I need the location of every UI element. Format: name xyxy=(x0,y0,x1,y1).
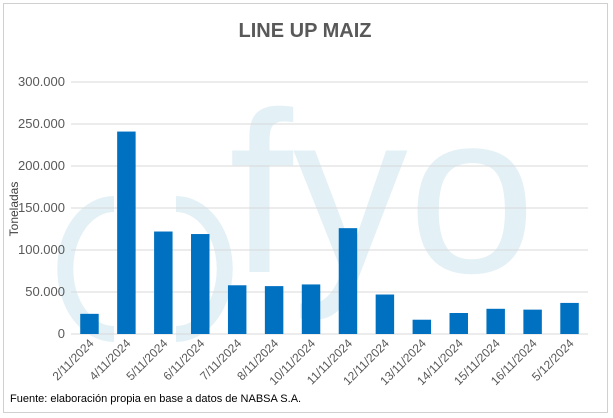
chart-title: LINE UP MAIZ xyxy=(239,20,372,42)
bar xyxy=(227,285,247,334)
bar-chart: fyo LINE UP MAIZ 0 50.000 100.000 150.000 20… xyxy=(7,20,588,405)
watermark-text: fyo xyxy=(229,64,536,321)
y-tick-label: 100.000 xyxy=(18,242,65,257)
y-axis-ticks: 0 50.000 100.000 150.000 200.000 250.000 300.0… xyxy=(18,74,65,341)
bar xyxy=(523,309,542,334)
bar xyxy=(191,234,210,334)
bar xyxy=(154,231,173,334)
source-note: Fuente: elaboración propia en base a dat… xyxy=(10,393,301,405)
y-tick-label: 250.000 xyxy=(18,116,65,131)
bar xyxy=(560,302,579,334)
bar xyxy=(301,284,321,334)
watermark-logo: fyo xyxy=(57,64,536,342)
bar xyxy=(264,286,284,334)
bar xyxy=(412,319,432,334)
y-tick-label: 300.000 xyxy=(18,74,65,89)
bar xyxy=(449,313,468,334)
y-tick-label: 0 xyxy=(58,326,65,341)
bar xyxy=(375,294,395,334)
bar xyxy=(338,228,358,334)
bars xyxy=(80,131,579,334)
y-tick-label: 200.000 xyxy=(18,158,65,173)
bar xyxy=(117,131,136,334)
chart-frame: fyo LINE UP MAIZ 0 50.000 100.000 150.000 20… xyxy=(3,3,608,413)
y-tick-label: 150.000 xyxy=(18,200,65,215)
y-axis-title: Toneladas xyxy=(7,182,21,237)
bar xyxy=(80,313,99,334)
bar xyxy=(486,308,505,334)
x-axis-labels: 2/11/20244/11/20245/11/20246/11/20247/11… xyxy=(50,336,577,388)
y-tick-label: 50.000 xyxy=(25,284,65,299)
